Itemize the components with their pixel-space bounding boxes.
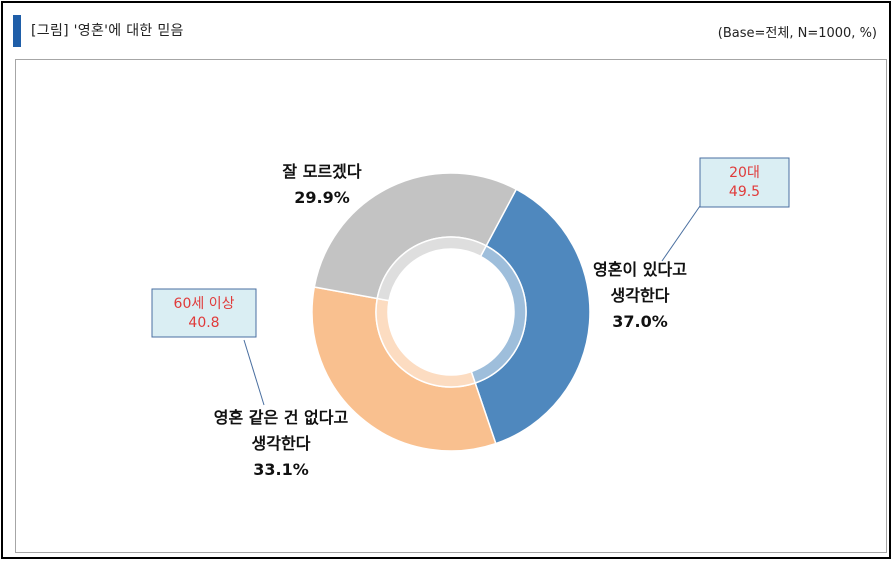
callout-box bbox=[151, 288, 257, 338]
callout-age-20s: 20대 49.5 bbox=[661, 157, 790, 262]
callout-text: 60세 이상 40.8 bbox=[174, 296, 235, 331]
title-accent-bar bbox=[13, 15, 21, 47]
slice-label-no: 영혼 같은 건 없다고 생각한다 33.1% bbox=[214, 408, 349, 479]
callout-text: 20대 49.5 bbox=[729, 165, 760, 200]
slice-label-yes: 영혼이 있다고 생각한다 37.0% bbox=[593, 260, 687, 331]
callout-leader-line bbox=[661, 205, 701, 262]
callout-age-60-plus: 60세 이상 40.8 bbox=[151, 288, 265, 406]
donut-hole bbox=[388, 249, 514, 375]
callout-box bbox=[699, 157, 790, 208]
callout-leader-line bbox=[243, 339, 265, 406]
slice-label-unsure: 잘 모르겠다 29.9% bbox=[282, 162, 361, 207]
chart-area bbox=[15, 59, 887, 553]
page-title: [그림] '영혼'에 대한 믿음 bbox=[31, 23, 184, 39]
base-note: (Base=전체, N=1000, %) bbox=[717, 26, 877, 41]
